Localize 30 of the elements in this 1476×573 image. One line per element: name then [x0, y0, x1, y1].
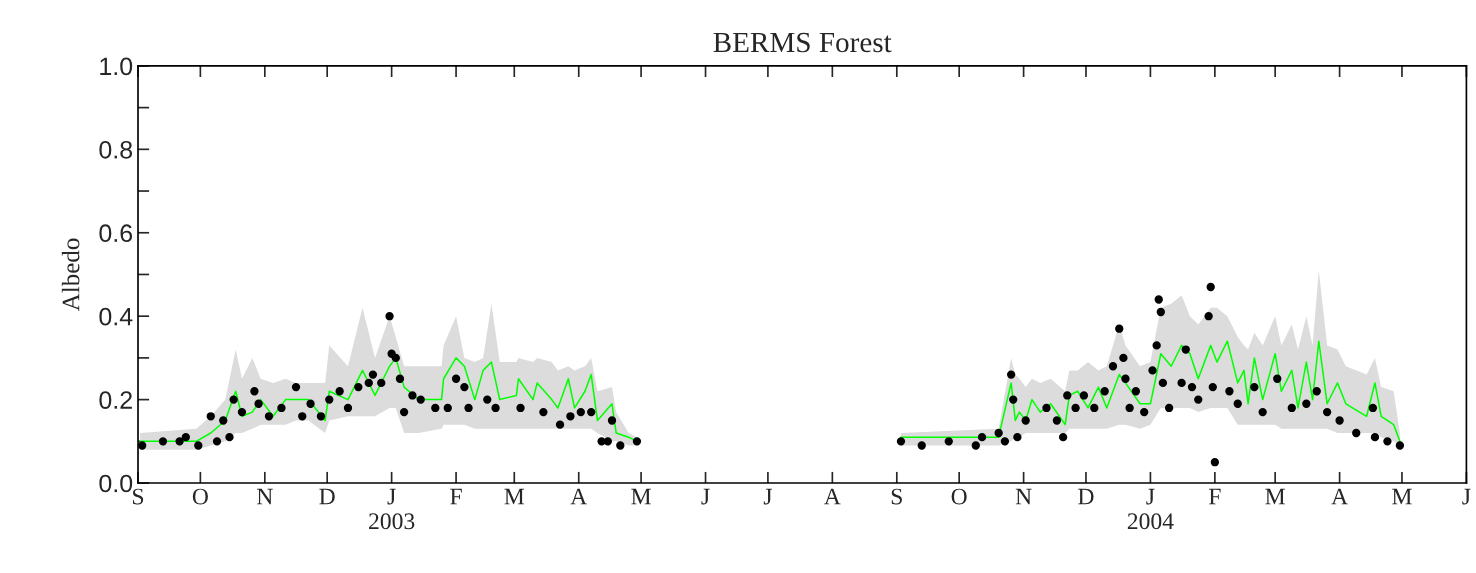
x-tick-label: A — [824, 488, 841, 505]
x-tick-label: D — [319, 488, 335, 505]
x-tick-label: J 2004 — [1127, 488, 1174, 530]
y-axis-title: Albedo — [61, 238, 80, 312]
x-tick-label: O — [192, 488, 208, 505]
x-tick-label: J — [763, 488, 772, 505]
x-tick-label: S — [133, 488, 144, 505]
x-tick-label: M — [1392, 488, 1412, 505]
x-tick-label: S — [891, 488, 902, 505]
y-tick-label: 0.0 — [99, 474, 133, 493]
x-tick-label: O — [951, 488, 967, 505]
x-tick-label: J — [1462, 488, 1471, 505]
x-tick-label: M — [631, 488, 651, 505]
x-tick-label: N — [256, 488, 273, 505]
chart-title: BERMS Forest — [713, 32, 892, 53]
x-tick-label: N — [1015, 488, 1032, 505]
x-tick-label: A — [570, 488, 588, 505]
y-tick-label: 0.6 — [99, 224, 133, 243]
x-tick-label: F — [1208, 488, 1221, 505]
x-tick-label: J 2003 — [369, 488, 415, 530]
x-tick-label: D — [1078, 488, 1094, 505]
y-tick-label: 0.8 — [99, 140, 133, 159]
y-tick-label: 1.0 — [100, 57, 133, 76]
y-tick-label: 0.2 — [99, 391, 132, 409]
x-tick-label: M — [1265, 488, 1285, 505]
x-tick-label: A — [1331, 488, 1348, 505]
x-tick-label: F — [450, 488, 462, 505]
x-tick-label: J — [701, 488, 710, 505]
x-tick-label: M — [504, 488, 525, 505]
y-tick-label: 0.4 — [99, 307, 133, 326]
